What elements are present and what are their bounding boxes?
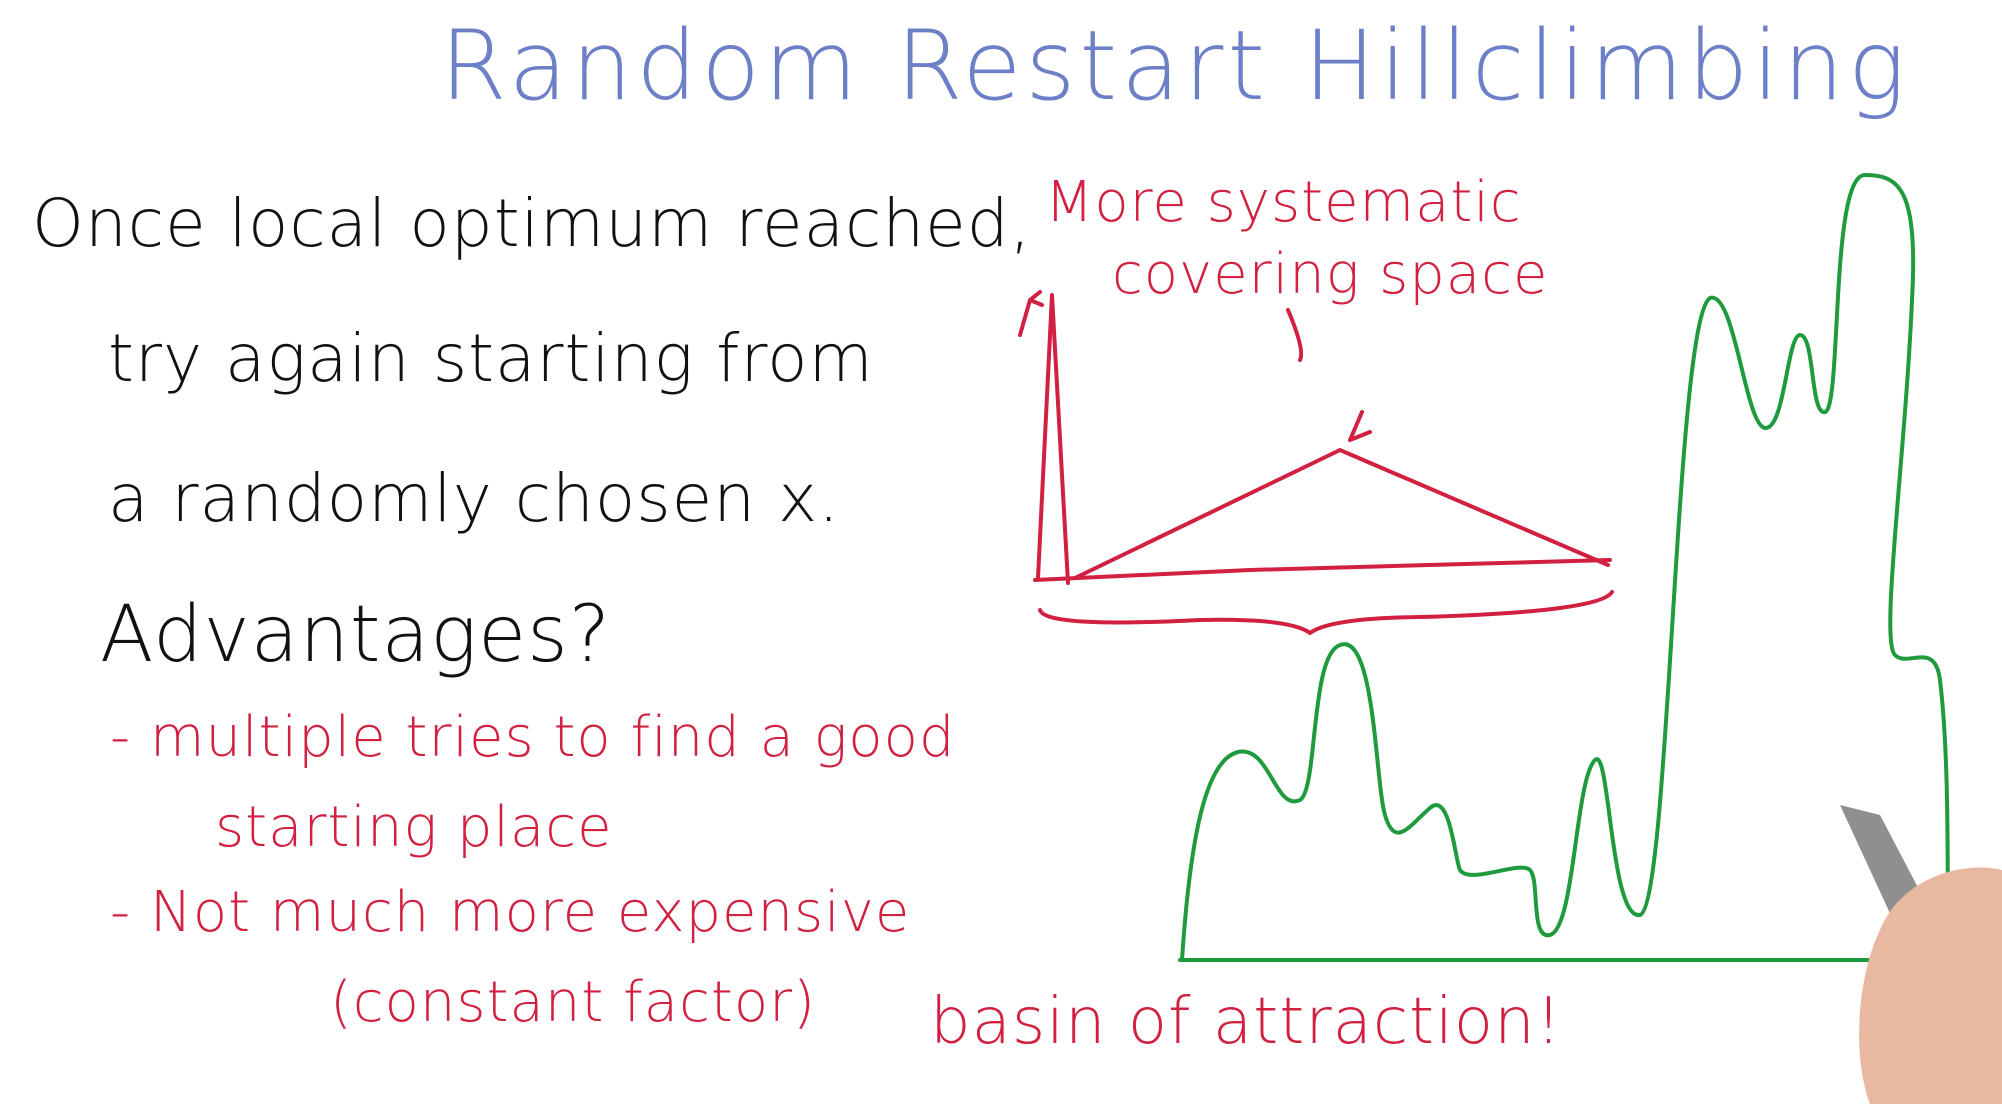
advantage-1-line-2: starting place — [215, 795, 613, 860]
landscape-curve — [1180, 173, 1952, 962]
hand-shape — [1859, 867, 2002, 1104]
advantage-2-line-1: - Not much more expensive — [110, 880, 911, 945]
slide-title: Random Restart Hillclimbing — [440, 10, 1910, 122]
advantage-2-line-2: (constant factor) — [330, 970, 816, 1035]
red-baseline — [1033, 558, 1612, 582]
definition-line-2: try again starting from — [108, 320, 874, 397]
triangle-peak-shape — [1073, 448, 1610, 580]
spike-peak-shape — [1036, 293, 1070, 585]
advantages-heading: Advantages? — [100, 590, 612, 680]
systematic-annotation-line-1: More systematic — [1045, 170, 1522, 235]
systematic-annotation-line-2: covering space — [1112, 242, 1549, 307]
systematic-covering-sketch — [1018, 290, 1614, 635]
fitness-landscape-sketch — [1178, 173, 1977, 962]
definition-line-1: Once local optimum reached, — [32, 185, 1032, 262]
basin-annotation: basin of attraction! — [930, 985, 1563, 1059]
advantage-1-line-1: - multiple tries to find a good — [110, 705, 956, 770]
spike-arrow — [1018, 290, 1044, 337]
covering-brace — [1038, 590, 1614, 635]
definition-line-3: a randomly chosen x. — [108, 460, 841, 537]
triangle-arrow — [1348, 410, 1372, 442]
annotation-connector — [1286, 308, 1304, 362]
hand-icon — [1840, 805, 2002, 1104]
